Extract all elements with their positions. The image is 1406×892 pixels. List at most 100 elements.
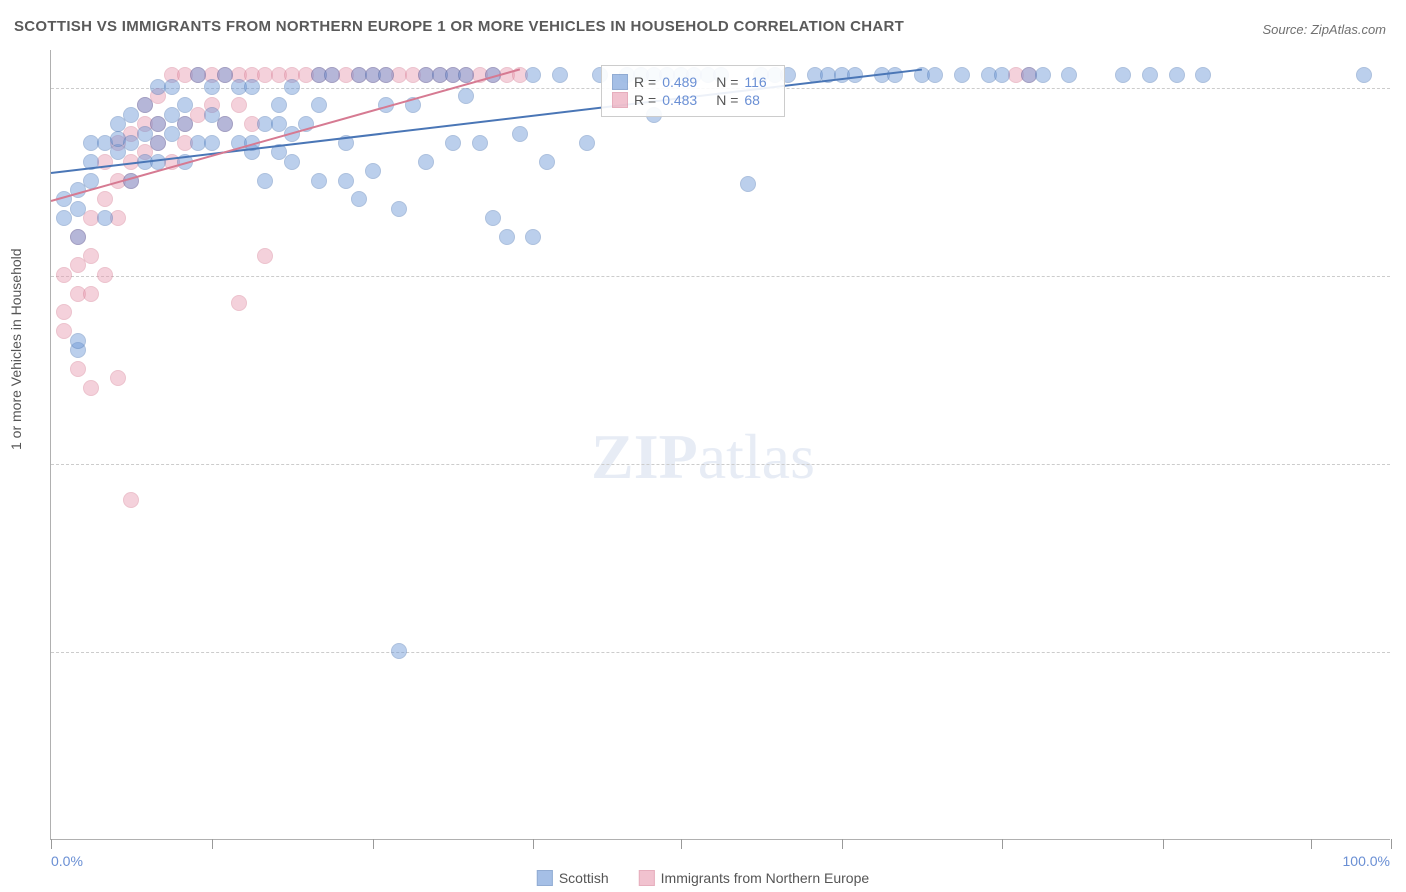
- scatter-point: [257, 248, 273, 264]
- scatter-point: [137, 97, 153, 113]
- x-tick: [51, 839, 52, 849]
- legend-r-value: 0.483: [662, 92, 710, 108]
- scatter-point: [525, 229, 541, 245]
- gridline-h: [51, 464, 1390, 465]
- scatter-point: [378, 67, 394, 83]
- scatter-point: [1169, 67, 1185, 83]
- scatter-point: [271, 97, 287, 113]
- x-tick-label: 100.0%: [1343, 853, 1390, 869]
- scatter-point: [311, 173, 327, 189]
- scatter-point: [458, 88, 474, 104]
- scatter-point: [231, 295, 247, 311]
- scatter-point: [97, 191, 113, 207]
- x-tick: [373, 839, 374, 849]
- scatter-point: [97, 210, 113, 226]
- scatter-point: [231, 97, 247, 113]
- chart-title: SCOTTISH VS IMMIGRANTS FROM NORTHERN EUR…: [14, 18, 904, 35]
- legend-n-value: 68: [744, 92, 774, 108]
- y-tick-label: 90.0%: [1400, 267, 1406, 283]
- bottom-legend-item: Immigrants from Northern Europe: [639, 870, 870, 886]
- scatter-point: [391, 643, 407, 659]
- scatter-point: [512, 126, 528, 142]
- legend-n-label: N =: [716, 74, 738, 90]
- scatter-point: [70, 361, 86, 377]
- scatter-point: [1061, 67, 1077, 83]
- scatter-point: [83, 380, 99, 396]
- scatter-point: [164, 79, 180, 95]
- scatter-point: [284, 154, 300, 170]
- scatter-point: [1115, 67, 1131, 83]
- scatter-point: [552, 67, 568, 83]
- y-tick-label: 70.0%: [1400, 643, 1406, 659]
- y-tick-label: 80.0%: [1400, 455, 1406, 471]
- x-tick: [212, 839, 213, 849]
- legend-swatch: [612, 74, 628, 90]
- scatter-point: [445, 135, 461, 151]
- scatter-point: [365, 163, 381, 179]
- x-tick: [1391, 839, 1392, 849]
- legend-swatch: [639, 870, 655, 886]
- x-tick: [681, 839, 682, 849]
- scatter-point: [579, 135, 595, 151]
- bottom-legend: Scottish Immigrants from Northern Europe: [537, 870, 869, 886]
- legend-n-label: N =: [716, 92, 738, 108]
- y-tick-label: 100.0%: [1400, 79, 1406, 95]
- legend-swatch: [612, 92, 628, 108]
- scatter-point: [472, 135, 488, 151]
- scatter-point: [177, 97, 193, 113]
- stats-legend: R = 0.489 N = 116 R = 0.483 N = 68: [601, 65, 785, 117]
- plot-area: ZIPatlas 70.0%80.0%90.0%100.0%0.0%100.0%…: [50, 50, 1390, 840]
- source-attribution: Source: ZipAtlas.com: [1262, 22, 1386, 37]
- scatter-point: [110, 370, 126, 386]
- scatter-point: [190, 67, 206, 83]
- gridline-h: [51, 276, 1390, 277]
- scatter-point: [217, 116, 233, 132]
- scatter-point: [70, 201, 86, 217]
- scatter-point: [418, 154, 434, 170]
- scatter-point: [927, 67, 943, 83]
- scatter-point: [351, 191, 367, 207]
- scatter-point: [539, 154, 555, 170]
- scatter-point: [485, 210, 501, 226]
- scatter-point: [257, 173, 273, 189]
- legend-r-value: 0.489: [662, 74, 710, 90]
- scatter-point: [1035, 67, 1051, 83]
- scatter-point: [244, 79, 260, 95]
- scatter-point: [97, 267, 113, 283]
- scatter-point: [391, 201, 407, 217]
- x-tick: [1002, 839, 1003, 849]
- scatter-point: [56, 304, 72, 320]
- watermark-bold: ZIP: [591, 421, 698, 492]
- scatter-point: [525, 67, 541, 83]
- legend-n-value: 116: [744, 74, 774, 90]
- scatter-point: [123, 492, 139, 508]
- scatter-point: [1356, 67, 1372, 83]
- scatter-point: [204, 135, 220, 151]
- y-axis-label: 1 or more Vehicles in Household: [8, 248, 24, 450]
- scatter-point: [83, 286, 99, 302]
- legend-label: Scottish: [559, 870, 609, 886]
- scatter-point: [499, 229, 515, 245]
- scatter-point: [740, 176, 756, 192]
- x-tick: [1311, 839, 1312, 849]
- scatter-point: [324, 67, 340, 83]
- scatter-point: [284, 79, 300, 95]
- bottom-legend-item: Scottish: [537, 870, 609, 886]
- scatter-point: [217, 67, 233, 83]
- scatter-point: [954, 67, 970, 83]
- x-tick: [1163, 839, 1164, 849]
- scatter-point: [204, 79, 220, 95]
- watermark: ZIPatlas: [591, 420, 815, 494]
- watermark-rest: atlas: [698, 421, 815, 492]
- scatter-point: [311, 97, 327, 113]
- stats-legend-row: R = 0.489 N = 116: [612, 74, 774, 90]
- legend-r-label: R =: [634, 74, 656, 90]
- legend-r-label: R =: [634, 92, 656, 108]
- x-tick-label: 0.0%: [51, 853, 83, 869]
- x-tick: [533, 839, 534, 849]
- legend-label: Immigrants from Northern Europe: [661, 870, 870, 886]
- scatter-point: [1195, 67, 1211, 83]
- scatter-point: [1142, 67, 1158, 83]
- scatter-point: [83, 248, 99, 264]
- legend-swatch: [537, 870, 553, 886]
